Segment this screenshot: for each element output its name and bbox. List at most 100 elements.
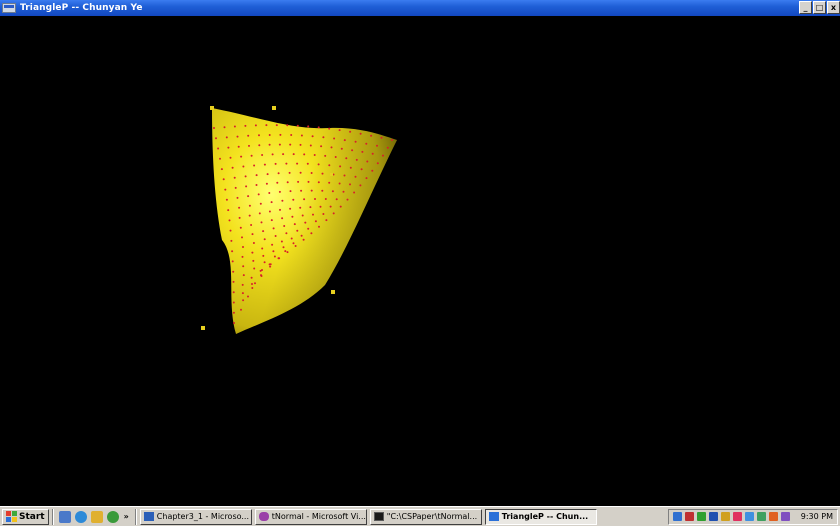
browser-icon[interactable]	[74, 510, 87, 523]
tray-icon-6[interactable]	[732, 512, 742, 521]
outlook-icon[interactable]	[90, 510, 103, 523]
sample-point	[225, 136, 228, 139]
sample-point	[265, 182, 268, 185]
sample-point	[355, 158, 358, 161]
tray-icon-2[interactable]	[684, 512, 694, 521]
sample-point	[349, 130, 352, 133]
sample-point	[322, 136, 325, 139]
sample-point	[231, 260, 234, 263]
sample-point	[236, 196, 239, 199]
sample-point	[262, 230, 265, 233]
tray-icon-3[interactable]	[696, 512, 706, 521]
title-bar[interactable]: TriangleP -- Chunyan Ye _ □ x	[0, 0, 840, 16]
sample-point	[270, 219, 273, 222]
close-button[interactable]: x	[827, 1, 840, 14]
sample-point	[339, 205, 342, 208]
sample-point	[324, 154, 327, 157]
sample-point	[251, 233, 254, 236]
sample-point	[328, 181, 331, 184]
sample-point	[217, 147, 220, 150]
tray-icon-7[interactable]	[744, 512, 754, 521]
sample-point	[253, 267, 256, 270]
sample-point	[338, 182, 341, 185]
tray-icon-8[interactable]	[756, 512, 766, 521]
task-button-console[interactable]: "C:\CSPaper\tNormal...	[369, 508, 482, 525]
sample-point	[278, 143, 281, 146]
desktop-icon[interactable]	[58, 510, 71, 523]
sample-point	[242, 265, 245, 268]
sample-point	[220, 168, 223, 171]
minimize-button[interactable]: _	[799, 1, 812, 14]
sample-point	[245, 185, 248, 188]
tray-icon-9[interactable]	[768, 512, 778, 521]
sample-point	[346, 198, 349, 201]
sample-point	[291, 215, 294, 218]
sample-point	[296, 229, 299, 232]
sample-point	[248, 214, 251, 217]
control-point	[331, 290, 335, 294]
clock[interactable]: 9:30 PM	[800, 512, 833, 521]
sample-point	[386, 146, 389, 149]
tray-icon-10[interactable]	[780, 512, 790, 521]
maximize-button[interactable]: □	[813, 1, 826, 14]
sample-point	[296, 124, 299, 127]
sample-point	[265, 124, 268, 127]
sample-point	[307, 125, 310, 128]
sample-point	[232, 270, 235, 273]
sample-point	[242, 246, 244, 248]
sample-point	[286, 251, 289, 254]
sample-point	[247, 134, 250, 137]
sample-point	[250, 154, 253, 157]
start-button[interactable]: Start	[2, 508, 49, 525]
sample-point	[271, 153, 274, 156]
sample-point	[241, 292, 244, 295]
sample-point	[282, 246, 285, 249]
surface-canvas	[201, 106, 397, 334]
sample-point	[241, 236, 243, 239]
visual-studio-icon	[258, 512, 269, 521]
sample-point	[276, 181, 279, 184]
control-points	[201, 106, 335, 330]
sample-point	[343, 139, 346, 142]
window-controls: _ □ x	[798, 1, 840, 14]
sample-point	[351, 149, 354, 152]
sample-point	[376, 144, 378, 147]
sample-point	[259, 202, 262, 205]
sample-point	[260, 221, 263, 224]
tray-icon-1[interactable]	[672, 512, 682, 521]
sample-point	[353, 191, 356, 194]
sample-point	[322, 213, 325, 215]
taskbar-separator	[134, 508, 137, 525]
sample-point	[321, 189, 324, 192]
sample-point	[261, 247, 264, 250]
render-viewport[interactable]	[0, 16, 840, 506]
sample-point	[237, 145, 240, 148]
sample-point	[254, 282, 256, 285]
sample-point	[296, 162, 299, 165]
tray-icon-5[interactable]	[720, 512, 730, 521]
quick-launch-overflow-button[interactable]: »	[123, 512, 129, 521]
sample-point	[310, 189, 313, 192]
media-icon[interactable]	[106, 510, 119, 523]
sample-point	[257, 193, 260, 196]
control-point	[272, 106, 276, 110]
sample-point	[263, 261, 266, 264]
console-icon	[373, 512, 384, 521]
sample-point	[251, 287, 254, 289]
sample-point	[301, 214, 304, 217]
sample-point	[300, 134, 303, 137]
sample-point	[248, 204, 251, 207]
sample-point	[340, 147, 343, 150]
window-app-icon[interactable]	[2, 3, 16, 13]
sample-point	[261, 154, 264, 156]
sample-point	[290, 134, 293, 136]
task-button-chapter[interactable]: Chapter3_1 - Microso...	[139, 508, 252, 525]
sample-point	[329, 205, 332, 208]
sample-point	[283, 225, 286, 227]
tray-icon-4[interactable]	[708, 512, 718, 521]
task-button-trianglep[interactable]: TriangleP -- Chun...	[484, 508, 597, 525]
sample-point	[284, 250, 287, 253]
sample-point	[227, 209, 230, 212]
task-button-visual-studio[interactable]: tNormal - Microsoft Vi...	[254, 508, 367, 525]
sample-point	[250, 224, 253, 226]
